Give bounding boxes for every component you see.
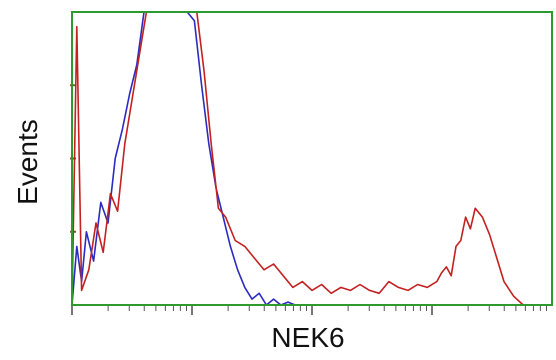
- x-axis-ticks: [71, 305, 548, 315]
- y-axis-label: Events: [12, 119, 43, 205]
- series-layer: [71, 11, 524, 306]
- histogram-series-1: [71, 11, 303, 306]
- plot-frame: [71, 11, 553, 306]
- histogram-series-2: [71, 11, 524, 306]
- x-axis-label: NEK6: [271, 322, 345, 353]
